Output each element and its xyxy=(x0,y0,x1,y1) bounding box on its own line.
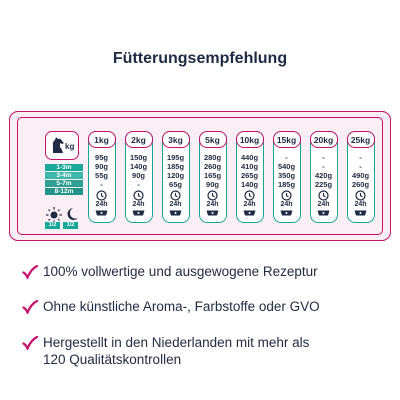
weight-unit: kg xyxy=(65,142,75,151)
portion-value: 165g xyxy=(203,171,222,180)
clock-icon xyxy=(244,190,255,201)
portion-value: 420g xyxy=(314,171,333,180)
portion-morning: 1/2 xyxy=(45,222,60,229)
bowl-icon xyxy=(206,210,219,216)
moon-icon xyxy=(67,208,78,220)
portion-value: 260g xyxy=(351,180,370,189)
portion-value: - xyxy=(285,153,288,162)
clock-icon xyxy=(207,190,218,201)
feature-text: 100% vollwertige und ausgewogene Rezeptu… xyxy=(43,264,318,279)
portion-value: - xyxy=(359,153,362,162)
column-weight: 2kg xyxy=(124,130,153,148)
hours-label: 24h xyxy=(206,201,219,208)
bowl-icon xyxy=(354,210,367,216)
hours-label: 24h xyxy=(354,201,367,208)
hours-label: 24h xyxy=(132,201,145,208)
clock-icon xyxy=(281,190,292,201)
sun-icon xyxy=(46,207,62,223)
portion-value: 260g xyxy=(203,162,222,171)
check-icon xyxy=(22,336,38,350)
clock-icon xyxy=(318,190,329,201)
portion-value: - xyxy=(322,162,325,171)
portion-value: 185g xyxy=(277,180,296,189)
portion-value: 490g xyxy=(351,171,370,180)
clock-icon xyxy=(355,190,366,201)
bowl-icon xyxy=(132,210,145,216)
portion-value: - xyxy=(137,180,140,189)
hours-label: 24h xyxy=(169,201,182,208)
weight-column: 5kg 280g 260g 165g 90g 24h xyxy=(198,130,227,223)
column-weight: 10kg xyxy=(235,130,264,148)
portion-value: - xyxy=(100,180,103,189)
check-icon xyxy=(22,300,38,314)
hours-label: 24h xyxy=(95,201,108,208)
portion-evening: 1/2 xyxy=(63,222,78,229)
feature-text: Hergestellt in den Niederlanden mit mehr… xyxy=(43,335,310,350)
feature-text: Ohne künstliche Aroma-, Farbstoffe oder … xyxy=(43,299,320,314)
portion-value: 120g xyxy=(166,171,185,180)
weight-column: 15kg -540g 350g 185g 24h xyxy=(272,130,301,223)
column-weight: 1kg xyxy=(87,130,116,148)
feeding-table: kg 1-3m 3-4m 5-7m 8-12m 1/2 1/2 1kg 95g 90… xyxy=(9,111,391,241)
page-title: Fütterungsempfehlung xyxy=(112,50,288,67)
column-weight: 25kg xyxy=(346,130,375,148)
weight-column: 3kg 195g 185g 120g 65g 24h xyxy=(161,130,190,223)
portion-value: 440g xyxy=(240,153,259,162)
portion-value: 280g xyxy=(203,153,222,162)
feeding-table-inner: kg 1-3m 3-4m 5-7m 8-12m 1/2 1/2 1kg 95g 90… xyxy=(17,117,383,235)
clock-icon xyxy=(170,190,181,201)
portion-value: - xyxy=(322,153,325,162)
portion-value: 410g xyxy=(240,162,259,171)
bowl-icon xyxy=(280,210,293,216)
column-weight: 3kg xyxy=(161,130,190,148)
portion-value: 90g xyxy=(95,162,108,171)
bowl-icon xyxy=(317,210,330,216)
age-label: 1-3m xyxy=(45,164,83,171)
hours-label: 24h xyxy=(317,201,330,208)
portion-value: 540g xyxy=(277,162,296,171)
portion-value: 90g xyxy=(132,171,145,180)
hours-label: 24h xyxy=(280,201,293,208)
clock-icon xyxy=(96,190,107,201)
portion-value: 65g xyxy=(169,180,182,189)
column-weight: 5kg xyxy=(198,130,227,148)
portion-value: 265g xyxy=(240,171,259,180)
weight-column: 1kg 95g 90g 55g - 24h xyxy=(87,130,116,223)
age-label: 5-7m xyxy=(45,180,83,187)
portion-value: 140g xyxy=(129,162,148,171)
dog-icon xyxy=(52,137,64,153)
weight-column: 25kg - -490g 260g 24h xyxy=(346,130,375,223)
portion-value: 95g xyxy=(95,153,108,162)
weight-column: 10kg 440g 410g 265g 140g 24h xyxy=(235,130,264,223)
portion-value: 90g xyxy=(206,180,219,189)
feature-text: 120 Qualitätskontrollen xyxy=(43,352,182,367)
sun-moon-graphic xyxy=(46,207,78,223)
portion-value: 350g xyxy=(277,171,296,180)
clock-icon xyxy=(133,190,144,201)
portion-value: 185g xyxy=(166,162,185,171)
portion-value: 140g xyxy=(240,180,259,189)
age-label: 3-4m xyxy=(45,172,83,179)
portion-value: 55g xyxy=(95,171,108,180)
bowl-icon xyxy=(95,210,108,216)
portion-value: 195g xyxy=(166,153,185,162)
age-label: 8-12m xyxy=(45,188,83,195)
check-icon xyxy=(22,265,38,279)
bowl-icon xyxy=(169,210,182,216)
portion-value: 225g xyxy=(314,180,333,189)
weight-column: 2kg 150g 140g 90g - 24h xyxy=(124,130,153,223)
weight-header: kg xyxy=(45,131,79,160)
column-weight: 15kg xyxy=(272,130,301,148)
portion-value: - xyxy=(359,162,362,171)
portion-value: 150g xyxy=(129,153,148,162)
weight-column: 20kg - -420g 225g 24h xyxy=(309,130,338,223)
bowl-icon xyxy=(243,210,256,216)
column-weight: 20kg xyxy=(309,130,338,148)
hours-label: 24h xyxy=(243,201,256,208)
